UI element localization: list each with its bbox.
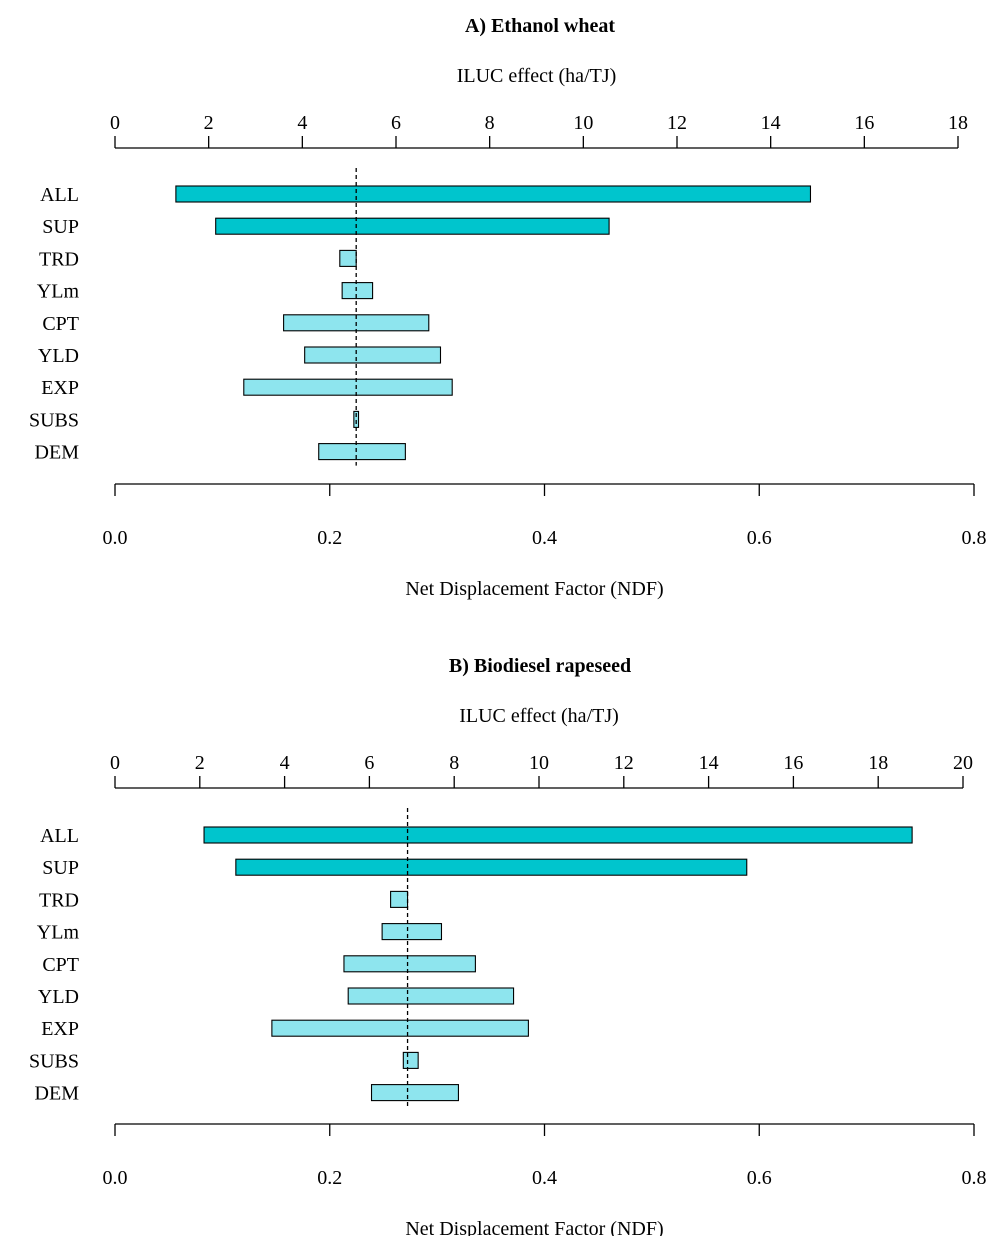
top-tick-label: 16 (783, 752, 803, 774)
top-tick-label: 16 (854, 112, 874, 134)
top-axis-label: ILUC effect (ha/TJ) (457, 65, 617, 87)
bottom-tick-label: 0.6 (747, 1167, 772, 1189)
bottom-tick-label: 0.4 (532, 527, 557, 549)
bottom-tick-label: 0.6 (747, 527, 772, 549)
category-label: YLm (37, 922, 80, 944)
range-bar (304, 346, 442, 364)
range-bar (341, 282, 374, 300)
range-bar (390, 890, 409, 908)
top-tick-label: 20 (953, 752, 973, 774)
top-axis-label: ILUC effect (ha/TJ) (459, 705, 619, 727)
top-tick-label: 14 (699, 752, 719, 774)
category-label: SUBS (29, 409, 79, 431)
category-label: EXP (41, 1018, 79, 1040)
top-tick-label: 0 (110, 112, 120, 134)
bottom-tick-label: 0.0 (103, 527, 128, 549)
chart-panel: A) Ethanol wheat ILUC effect (ha/TJ) 0 2 4 6 8… (29, 15, 987, 600)
range-bar (235, 858, 748, 876)
bottom-tick-label: 0.2 (317, 1167, 342, 1189)
category-label: DEM (35, 1083, 80, 1105)
category-label: YLD (38, 986, 79, 1008)
category-label: CPT (42, 954, 79, 976)
range-bar (215, 217, 610, 235)
top-tick-label: 4 (280, 752, 290, 774)
range-bar (318, 443, 406, 461)
range-bar (402, 1051, 419, 1069)
range-bar (203, 826, 913, 844)
top-tick-label: 8 (485, 112, 495, 134)
range-bar (339, 249, 357, 267)
top-tick-label: 10 (529, 752, 549, 774)
top-tick-label: 2 (204, 112, 214, 134)
category-label: TRD (39, 889, 79, 911)
category-label: YLm (37, 281, 80, 303)
category-label: YLD (38, 345, 79, 367)
range-bar (343, 955, 476, 973)
top-tick-label: 12 (667, 112, 687, 134)
top-tick-label: 10 (573, 112, 593, 134)
top-tick-label: 18 (948, 112, 968, 134)
bottom-axis-label: Net Displacement Factor (NDF) (405, 578, 663, 600)
top-tick-label: 0 (110, 752, 120, 774)
bottom-tick-label: 0.8 (962, 1167, 987, 1189)
top-tick-label: 8 (449, 752, 459, 774)
category-label: TRD (39, 248, 79, 270)
chart-panel: B) Biodiesel rapeseed ILUC effect (ha/TJ)… (29, 655, 987, 1240)
category-label: SUP (42, 857, 79, 879)
bottom-tick-label: 0.0 (103, 1167, 128, 1189)
category-label: CPT (42, 313, 79, 335)
top-tick-label: 18 (868, 752, 888, 774)
bottom-tick-label: 0.4 (532, 1167, 557, 1189)
range-bar (347, 987, 515, 1005)
category-label: DEM (35, 442, 80, 464)
top-tick-label: 14 (761, 112, 781, 134)
panel-title: B) Biodiesel rapeseed (449, 655, 631, 677)
top-tick-label: 4 (297, 112, 307, 134)
panel-title: A) Ethanol wheat (465, 15, 615, 37)
range-bar (175, 185, 812, 203)
category-label: EXP (41, 377, 79, 399)
category-label: SUBS (29, 1050, 79, 1072)
bottom-axis-label: Net Displacement Factor (NDF) (405, 1218, 663, 1236)
top-tick-label: 6 (364, 752, 374, 774)
top-tick-label: 12 (614, 752, 634, 774)
category-label: ALL (40, 825, 79, 847)
bottom-tick-label: 0.8 (962, 527, 987, 549)
top-tick-label: 6 (391, 112, 401, 134)
range-bar (271, 1019, 529, 1037)
range-bar (370, 1084, 459, 1102)
range-bar (243, 378, 453, 396)
top-tick-label: 2 (195, 752, 205, 774)
range-bar (381, 923, 443, 941)
category-label: SUP (42, 216, 79, 238)
category-label: ALL (40, 184, 79, 206)
bottom-tick-label: 0.2 (317, 527, 342, 549)
